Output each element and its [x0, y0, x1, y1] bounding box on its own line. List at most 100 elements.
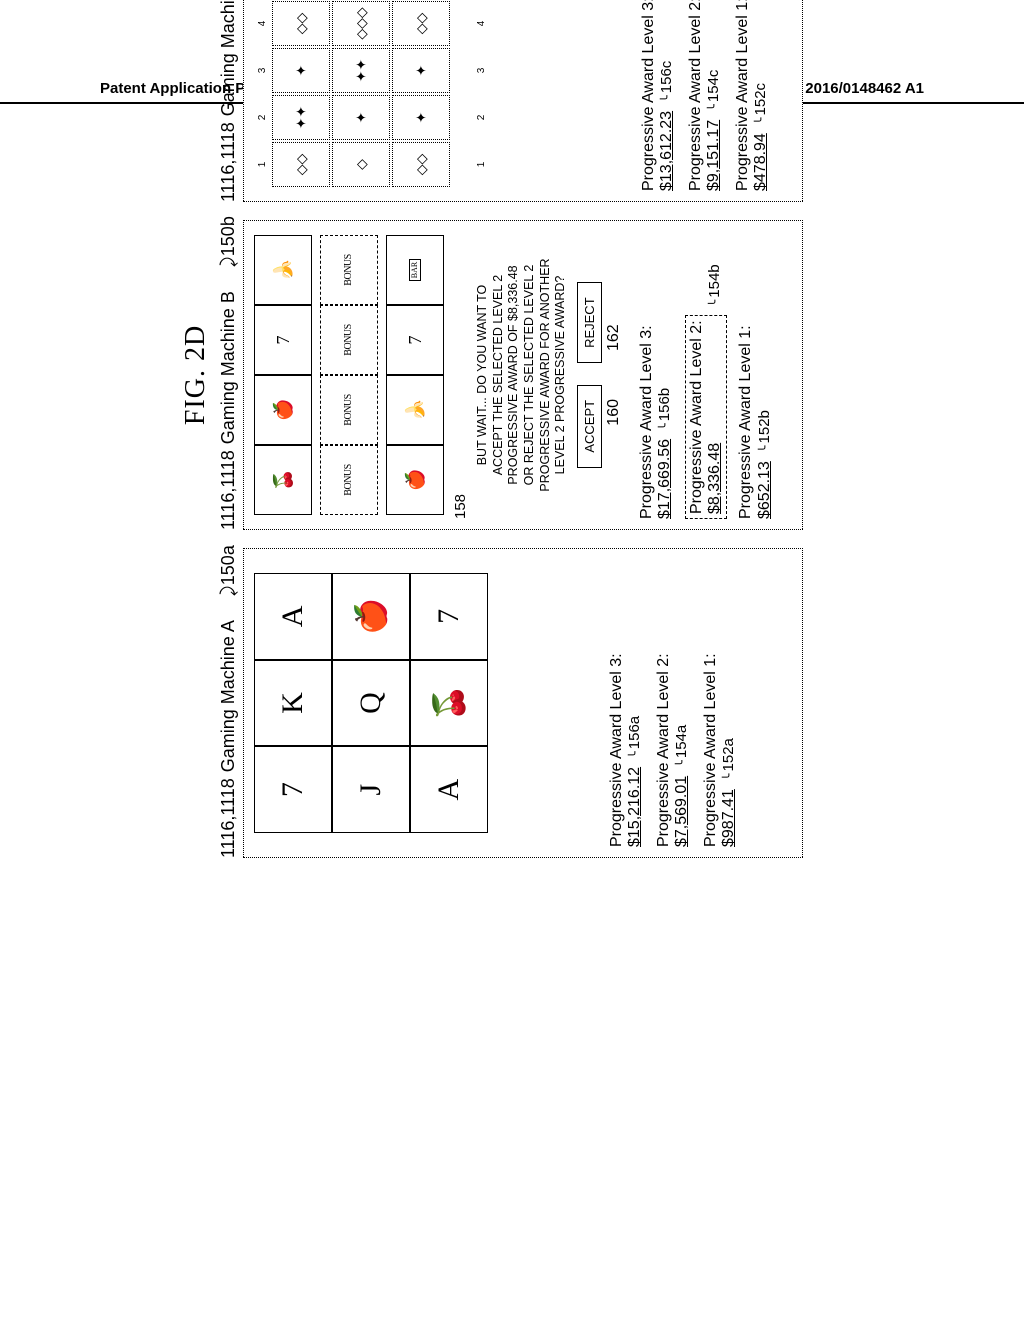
accept-reject-dialog: BUT WAIT... DO YOU WANT TO ACCEPT THE SE…: [475, 231, 624, 519]
reel-cell: 🍎: [254, 375, 312, 445]
bonus-icon: BONUS: [344, 394, 354, 425]
award-c-l2-value: $9,151.17: [705, 120, 722, 191]
reel-cell: J: [332, 746, 410, 833]
accept-button[interactable]: ACCEPT: [577, 385, 602, 468]
reel-cell: BAR: [386, 235, 444, 305]
reel-cell: 🍒: [254, 445, 312, 515]
award-c-l1-label: Progressive Award Level 1:: [734, 0, 751, 191]
dice-col: 4: [254, 1, 270, 46]
accept-ref: 160: [604, 399, 624, 426]
dice-cell: ◇◇: [272, 142, 330, 187]
patent-page: Patent Application Publication May 26, 2…: [0, 0, 1024, 1320]
machine-a-name: Gaming Machine A: [218, 620, 239, 772]
reel-cell: 🍒: [410, 660, 488, 747]
machine-b-reels-bot: 🍎 🍌 7 BAR: [386, 235, 444, 515]
reel-cell: 🍌: [386, 375, 444, 445]
award-b-l1-label: Progressive Award Level 1:: [737, 325, 754, 519]
dialog-ref-158: 158: [452, 231, 469, 519]
dice-col: 2: [254, 95, 270, 140]
dice-row: 1: [452, 142, 510, 187]
dice-cell: ✦✦: [272, 95, 330, 140]
dice-cell: ✦: [272, 48, 330, 93]
award-b-l1-value: $652.13: [756, 461, 773, 519]
award-c-l3-label: Progressive Award Level 3:: [640, 0, 657, 191]
machine-b-name: Gaming Machine B: [218, 291, 239, 444]
lead-numbers-b: 1116,1118: [218, 450, 239, 530]
dialog-line: LEVEL 2 PROGRESSIVE AWARD?: [553, 231, 569, 519]
reject-ref: 162: [604, 324, 624, 351]
dialog-line: PROGRESSIVE AWARD OF $8,336.48: [506, 231, 522, 519]
machine-b-awards: Progressive Award Level 3: $17,669.56 15…: [638, 231, 774, 519]
dice-cell: ◇◇: [392, 142, 450, 187]
machine-c-screen: 1 2 3 4 5 6 ◇◇ ✦✦ ✦ ◇◇ ◇ ◇ ◇ ✦: [243, 0, 803, 202]
figure-title: FIG. 2D: [180, 0, 212, 870]
machine-a-screen: 7 K A J Q 🍎 A 🍒 7 Progressive Award Leve…: [243, 548, 803, 858]
dialog-line: ACCEPT THE SELECTED LEVEL 2: [491, 231, 507, 519]
reel-cell: 🍌: [254, 235, 312, 305]
machine-b-bonus-row: BONUS BONUS BONUS BONUS: [320, 235, 378, 515]
reel-cell: 7: [254, 305, 312, 375]
dice-cell: ◇◇: [272, 1, 330, 46]
award-c-l3-value: $13,612.23: [658, 111, 675, 191]
award-a-l3-label: Progressive Award Level 3:: [608, 653, 625, 847]
gaming-machine-a: 1116,1118 Gaming Machine A ⤹150a 7 K A J…: [218, 548, 803, 858]
reel-cell: 🍎: [386, 445, 444, 515]
award-b-l2-highlight: Progressive Award Level 2: $8,336.48: [685, 315, 728, 519]
dice-cell: ✦: [392, 95, 450, 140]
reel-cell: A: [254, 573, 332, 660]
award-c-l1-value: $478.94: [752, 133, 769, 191]
award-c-l2-label: Progressive Award Level 2:: [687, 0, 704, 191]
figure-2d: FIG. 2D 1116,1118 Gaming Machine A ⤹150a…: [180, 0, 870, 870]
award-c-l3-ref: 156c: [658, 61, 675, 103]
award-b-l2-label: Progressive Award Level 2:: [688, 320, 705, 514]
dice-col: 1: [254, 142, 270, 187]
machine-c-dice-grid: 1 2 3 4 5 6 ◇◇ ✦✦ ✦ ◇◇ ◇ ◇ ◇ ✦: [254, 0, 510, 187]
dialog-line: OR REJECT THE SELECTED LEVEL 2: [522, 231, 538, 519]
machine-c-awards: Progressive Award Level 3: $13,612.23 15…: [640, 0, 770, 191]
lead-numbers-a: 1116,1118: [218, 778, 239, 858]
dice-row: 4: [452, 1, 510, 46]
award-a-l3-ref: 156a: [626, 716, 643, 759]
award-b-l3-label: Progressive Award Level 3:: [638, 325, 655, 519]
award-a-l2-value: $7,569.01: [673, 776, 690, 847]
machines-row: 1116,1118 Gaming Machine A ⤹150a 7 K A J…: [218, 0, 803, 870]
gaming-machine-c: 1116,1118 Gaming Machine C ⤹150c 1 2 3 4…: [218, 0, 803, 202]
dice-row: 3: [452, 48, 510, 93]
machine-a-reels: 7 K A J Q 🍎 A 🍒 7: [254, 573, 488, 833]
dice-cell: ✦: [392, 48, 450, 93]
gaming-machine-b: 1116,1118 Gaming Machine B ⤹150b 🍒 🍎 7 🍌…: [218, 220, 803, 530]
dice-cell: ◇: [332, 142, 390, 187]
dice-cell: ✦: [332, 95, 390, 140]
machine-c-name: Gaming Machine C: [218, 0, 239, 116]
bonus-icon: BONUS: [344, 464, 354, 495]
machine-b-ref-num: 150b: [218, 216, 238, 256]
machine-b-screen: 🍒 🍎 7 🍌 BONUS BONUS BONUS BONUS 🍎 🍌: [243, 220, 803, 530]
award-a-l1-label: Progressive Award Level 1:: [702, 653, 719, 847]
award-a-l1-ref: 152a: [720, 738, 737, 781]
dialog-line: BUT WAIT... DO YOU WANT TO: [475, 231, 491, 519]
bonus-icon: BONUS: [344, 254, 354, 285]
reel-cell: 7: [254, 746, 332, 833]
reject-button[interactable]: REJECT: [577, 282, 602, 363]
award-b-l2-value: $8,336.48: [706, 443, 723, 514]
dice-col: 3: [254, 48, 270, 93]
bonus-icon: BONUS: [344, 324, 354, 355]
dialog-line: PROGRESSIVE AWARD FOR ANOTHER: [538, 231, 554, 519]
machine-b-ref: ⤹150b: [218, 216, 239, 285]
reel-cell: A: [410, 746, 488, 833]
machine-a-ref-num: 150a: [218, 545, 238, 585]
machine-a-awards: Progressive Award Level 3: $15,216.12 15…: [608, 559, 738, 847]
award-a-l2-label: Progressive Award Level 2:: [655, 653, 672, 847]
bar-icon: BAR: [409, 259, 421, 281]
award-b-l3-value: $17,669.56: [656, 439, 673, 519]
dice-row: 2: [452, 95, 510, 140]
dice-cell: ◇◇: [392, 1, 450, 46]
reel-cell: K: [254, 660, 332, 747]
dice-cell: ◇◇◇: [332, 1, 390, 46]
reel-cell: 7: [410, 573, 488, 660]
award-a-l1-value: $987.41: [720, 789, 737, 847]
award-b-l2-ref: 154b: [706, 264, 723, 307]
reel-cell: 7: [386, 305, 444, 375]
machine-a-ref: ⤹150a: [218, 545, 239, 614]
award-a-l2-ref: 154a: [673, 725, 690, 768]
